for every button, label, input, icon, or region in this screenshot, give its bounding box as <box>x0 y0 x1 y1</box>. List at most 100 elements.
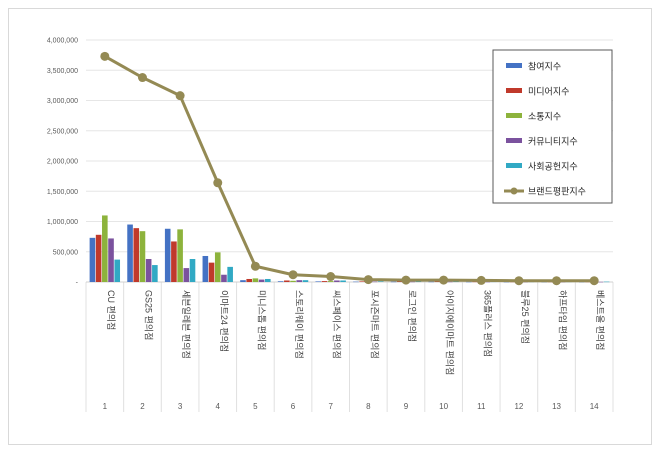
bar-1-11 <box>466 281 472 283</box>
legend-swatch <box>506 113 522 118</box>
bar-3-6 <box>290 280 296 282</box>
x-rank-label: 7 <box>328 402 333 411</box>
bar-5-2 <box>152 265 158 282</box>
bar-5-9 <box>415 281 422 283</box>
x-category-label: 베스트올 편의점 <box>595 290 606 350</box>
x-rank-label: 12 <box>514 402 523 411</box>
x-category-label: 365플러스 편의점 <box>482 290 493 357</box>
bar-5-7 <box>340 280 346 282</box>
y-tick-label: 1,500,000 <box>47 189 78 196</box>
x-category-label: 아이지에이마트 편의점 <box>445 290 456 375</box>
bar-5-5 <box>264 278 271 282</box>
bar-4-8 <box>371 281 378 283</box>
x-rank-label: 13 <box>552 402 561 411</box>
x-category-label: 미니스톱 편의점 <box>256 290 267 350</box>
legend-swatch <box>506 63 522 68</box>
line-point-2 <box>137 73 147 83</box>
line-point-12 <box>514 276 524 286</box>
legend-box <box>492 49 613 204</box>
bar-2-8 <box>359 281 365 282</box>
bar-5-10 <box>453 281 459 283</box>
y-tick-label: - <box>76 280 79 287</box>
bar-3-4 <box>214 252 221 282</box>
bar-4-14 <box>597 281 604 283</box>
x-category-label: 로그인 편의점 <box>407 290 418 342</box>
legend-label: 소통지수 <box>528 112 561 122</box>
bar-4-3 <box>183 268 190 282</box>
legend-label: 미디어지수 <box>528 87 569 97</box>
x-rank-label: 9 <box>404 402 409 411</box>
chart-frame <box>8 8 652 445</box>
bar-5-1 <box>114 259 121 282</box>
legend-swatch <box>506 88 522 93</box>
x-category-label: CU 편의점 <box>106 290 117 330</box>
bar-3-3 <box>177 229 183 282</box>
bar-4-5 <box>258 279 265 282</box>
bar-4-11 <box>484 281 491 283</box>
bar-2-6 <box>284 280 290 282</box>
y-tick-label: 3,500,000 <box>47 68 78 75</box>
bar-1-2 <box>127 224 133 282</box>
line-point-14 <box>589 276 599 286</box>
bar-3-7 <box>327 281 334 282</box>
bar-2-2 <box>133 228 140 282</box>
x-category-label: GS25 편의점 <box>143 290 154 340</box>
bar-4-2 <box>145 259 152 282</box>
bar-4-6 <box>296 280 303 282</box>
bar-1-7 <box>315 281 322 282</box>
y-tick-label: 500,000 <box>53 249 78 256</box>
bar-3-2 <box>139 231 146 282</box>
bar-5-3 <box>189 259 196 282</box>
bar-2-9 <box>396 281 403 283</box>
bar-3-1 <box>102 215 108 282</box>
bar-1-10 <box>428 281 435 283</box>
x-rank-label: 14 <box>590 402 599 411</box>
bar-2-3 <box>171 241 177 282</box>
legend-label: 사회공헌지수 <box>528 162 578 172</box>
bar-2-4 <box>208 262 215 282</box>
bar-1-5 <box>240 280 246 282</box>
x-category-label: 씨스페이스 편의점 <box>332 290 343 359</box>
line-point-10 <box>439 275 449 285</box>
x-rank-label: 3 <box>178 402 183 411</box>
line-point-11 <box>476 275 486 285</box>
line-point-3 <box>175 91 185 101</box>
y-tick-label: 3,000,000 <box>47 98 78 105</box>
bar-4-7 <box>334 280 340 282</box>
x-rank-label: 1 <box>103 402 108 411</box>
bar-5-6 <box>302 280 309 282</box>
line-point-9 <box>401 275 411 285</box>
legend-label: 참여지수 <box>528 61 561 72</box>
x-rank-label: 8 <box>366 402 371 411</box>
bar-3-5 <box>252 278 259 282</box>
line-point-6 <box>288 270 298 280</box>
bar-2-10 <box>434 281 441 283</box>
y-tick-label: 4,000,000 <box>47 38 78 45</box>
y-tick-label: 2,000,000 <box>47 159 78 166</box>
bar-5-4 <box>227 266 233 282</box>
bar-4-9 <box>409 281 415 283</box>
bar-5-14 <box>603 281 610 283</box>
line-point-13 <box>552 276 562 286</box>
x-category-label: 블루25 편의점 <box>520 290 531 344</box>
bar-4-4 <box>221 274 227 282</box>
bar-2-1 <box>95 234 102 282</box>
x-rank-label: 6 <box>291 402 296 411</box>
bar-1-8 <box>353 281 359 283</box>
line-point-5 <box>250 261 260 271</box>
line-point-8 <box>363 275 373 285</box>
bar-1-9 <box>390 281 397 283</box>
x-rank-label: 11 <box>477 402 486 411</box>
legend-label: 브랜드평판지수 <box>528 187 586 197</box>
x-rank-label: 2 <box>140 402 145 411</box>
bar-2-5 <box>246 278 252 282</box>
x-rank-label: 10 <box>439 402 448 411</box>
bar-4-10 <box>447 281 453 283</box>
line-point-1 <box>100 51 110 61</box>
line-point-4 <box>213 178 223 188</box>
legend-marker <box>510 187 518 195</box>
legend-swatch <box>506 163 522 168</box>
legend-swatch <box>506 138 522 143</box>
